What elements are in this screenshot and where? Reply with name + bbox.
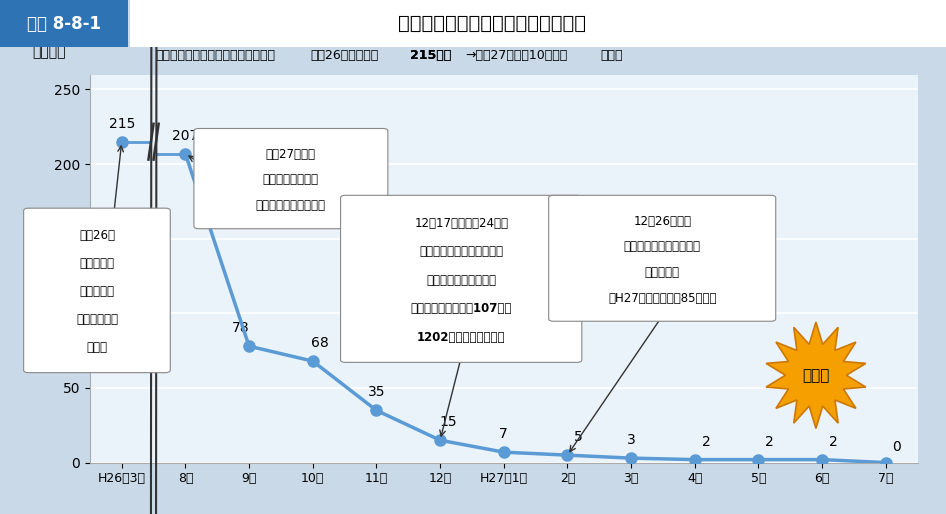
Text: 改正法に基づく命令対象: 改正法に基づく命令対象 [623,240,701,253]
Text: 15: 15 [440,415,457,429]
Text: （８月からの累計で107店舗: （８月からの累計で107店舗 [411,302,512,315]
Text: 215店舗: 215店舗 [410,49,451,62]
Text: 2: 2 [829,434,837,449]
Text: 図表 8-8-1: 図表 8-8-1 [27,14,101,33]
Text: 2: 2 [765,434,774,449]
Text: 12月17日～２月24日：: 12月17日～２月24日： [414,217,508,230]
Text: 215店舗: 215店舗 [410,49,451,62]
Text: ０店舗: ０店舗 [600,49,622,62]
Text: 物品の告示: 物品の告示 [645,266,679,279]
Text: 12月26日～：: 12月26日～： [633,214,692,228]
Text: に罰則: に罰則 [86,341,108,354]
Text: 壊滅！: 壊滅！ [802,368,830,383]
Text: ８月27日～：: ８月27日～： [266,148,316,161]
Text: 215: 215 [109,117,135,131]
Text: 危険ドラッグ販売店舗等の取締状況: 危険ドラッグ販売店舗等の取締状況 [398,14,586,33]
Text: （H27年３月末：計85物品）: （H27年３月末：計85物品） [608,291,716,305]
Text: 販売等停止命令を実施: 販売等停止命令を実施 [427,274,496,287]
Text: 78: 78 [232,321,250,335]
Text: 3: 3 [626,433,636,447]
Text: ４月１日：: ４月１日： [79,258,114,270]
Text: 0: 0 [892,440,902,454]
Text: →平成27年７月10日時点: →平成27年７月10日時点 [465,49,568,62]
Text: 1202製品に検査命令）: 1202製品に検査命令） [417,331,505,344]
Text: 35: 35 [368,386,385,399]
Text: 5: 5 [574,430,583,444]
Text: 2: 2 [702,434,710,449]
Text: 指定薬物の: 指定薬物の [79,285,114,298]
Text: 所持・使用等: 所持・使用等 [76,314,118,326]
Text: 【危険ドラッグ販売店舗数の推移】: 【危険ドラッグ販売店舗数の推移】 [155,49,275,62]
Text: 販売等停止命令を実施: 販売等停止命令を実施 [256,199,325,212]
Text: 平成26年３月時点: 平成26年３月時点 [310,49,378,62]
Text: 改正法に基づく検査命令・: 改正法に基づく検査命令・ [419,245,503,258]
Text: 平成26年: 平成26年 [79,229,115,242]
Text: 初めて検査命令・: 初めて検査命令・ [263,173,319,187]
Text: （店舗）: （店舗） [32,45,65,59]
Text: 7: 7 [499,427,508,441]
Text: 207: 207 [172,128,199,142]
Text: 68: 68 [311,336,328,350]
Polygon shape [766,322,866,428]
